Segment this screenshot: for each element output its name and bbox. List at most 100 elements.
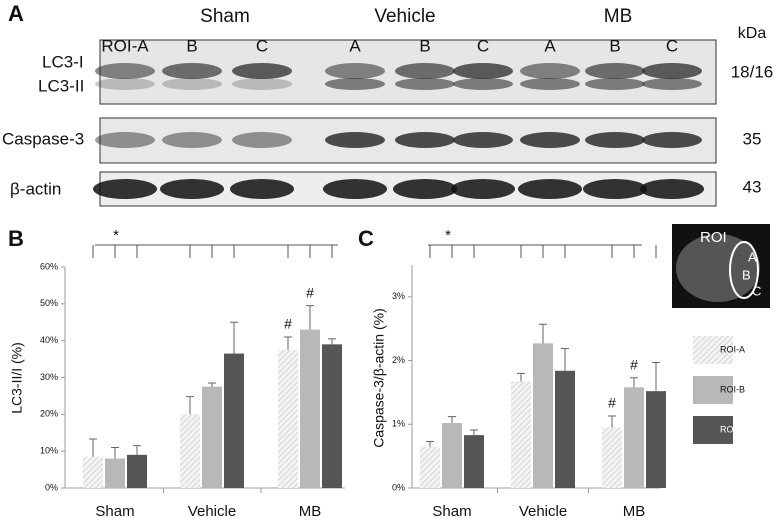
band (162, 63, 222, 79)
band (325, 132, 385, 148)
legend-label: ROI-B (720, 384, 745, 394)
y-tick-label: 40% (40, 335, 58, 345)
panel-letter: A (8, 1, 24, 26)
band (95, 78, 155, 90)
bar (278, 349, 298, 488)
lane-label: ROI-A (101, 36, 149, 55)
x-tick-label: Vehicle (519, 503, 567, 520)
row-label: β-actin (10, 179, 61, 198)
y-axis-label: LC3-II/I (%) (9, 342, 25, 414)
error-bar (230, 321, 238, 354)
error-bar (133, 445, 141, 455)
kda-label: 43 (743, 177, 762, 196)
annotation: * (445, 227, 451, 244)
band (323, 179, 387, 199)
error-bar (608, 415, 616, 428)
error-bar (630, 377, 638, 388)
lane-label: C (477, 36, 489, 55)
band (520, 132, 580, 148)
legend-swatch (693, 376, 733, 404)
bar (83, 456, 103, 488)
lane-label: C (666, 36, 678, 55)
lane-label: A (544, 36, 556, 55)
bar (420, 446, 440, 488)
band (642, 78, 702, 90)
band (642, 63, 702, 79)
band (451, 179, 515, 199)
error-bar (539, 323, 547, 344)
bar (105, 458, 125, 488)
error-bar (652, 361, 660, 392)
y-axis-label: Caspase-3/β-actin (%) (371, 308, 387, 448)
y-tick-label: 30% (40, 372, 58, 382)
bar (180, 414, 200, 488)
y-tick-label: 2% (392, 355, 405, 365)
inset-label: ROI (700, 229, 727, 246)
inset-label: A (748, 249, 757, 264)
band (453, 63, 513, 79)
roi-outline (729, 241, 759, 299)
bar (511, 381, 531, 488)
band (395, 63, 455, 79)
bar (202, 386, 222, 488)
y-tick-label: 20% (40, 409, 58, 419)
error-bar (328, 338, 336, 345)
bar (555, 370, 575, 488)
legend-swatch (693, 416, 733, 444)
band (162, 78, 222, 90)
band (453, 78, 513, 90)
row-label: LC3-II (38, 76, 84, 95)
annotation: # (608, 395, 616, 411)
band (230, 179, 294, 199)
row-label: LC3-I (42, 52, 84, 71)
y-tick-label: 0% (45, 482, 58, 492)
band (640, 179, 704, 199)
band (162, 132, 222, 148)
bar (464, 435, 484, 488)
unit-label: kDa (738, 25, 767, 42)
group-label: MB (604, 6, 633, 27)
annotation: # (306, 284, 314, 300)
panel-letter: B (8, 226, 24, 251)
error-bar (111, 446, 119, 459)
panel-letter: C (358, 226, 374, 251)
error-bar (89, 438, 97, 457)
error-bar (561, 347, 569, 371)
group-label: Sham (200, 6, 250, 27)
lane-label: B (419, 36, 430, 55)
error-bar (186, 396, 194, 415)
band (325, 63, 385, 79)
band (585, 63, 645, 79)
y-tick-label: 10% (40, 446, 58, 456)
bar (624, 387, 644, 488)
legend-swatch (693, 336, 733, 364)
band (395, 78, 455, 90)
error-bar (517, 372, 525, 382)
group-label: Vehicle (374, 6, 435, 27)
lane-label: A (349, 36, 361, 55)
band (393, 179, 457, 199)
bracket (92, 244, 338, 258)
error-bar (426, 440, 434, 447)
bar (224, 353, 244, 488)
annotation: # (284, 316, 292, 332)
bar (602, 427, 622, 488)
error-bar (306, 305, 314, 330)
kda-label: 35 (743, 129, 762, 148)
lane-label: C (256, 36, 268, 55)
x-tick-label: Vehicle (188, 503, 236, 520)
bracket (428, 244, 657, 258)
band (232, 78, 292, 90)
band (232, 63, 292, 79)
x-tick-label: MB (299, 503, 322, 520)
band (453, 132, 513, 148)
error-bar (208, 382, 216, 387)
brain-slice (676, 234, 760, 302)
bar (322, 344, 342, 488)
legend-label: ROI-A (720, 344, 745, 354)
band (520, 78, 580, 90)
annotation: * (113, 227, 119, 244)
error-bar (448, 416, 456, 424)
band (160, 179, 224, 199)
band (585, 78, 645, 90)
